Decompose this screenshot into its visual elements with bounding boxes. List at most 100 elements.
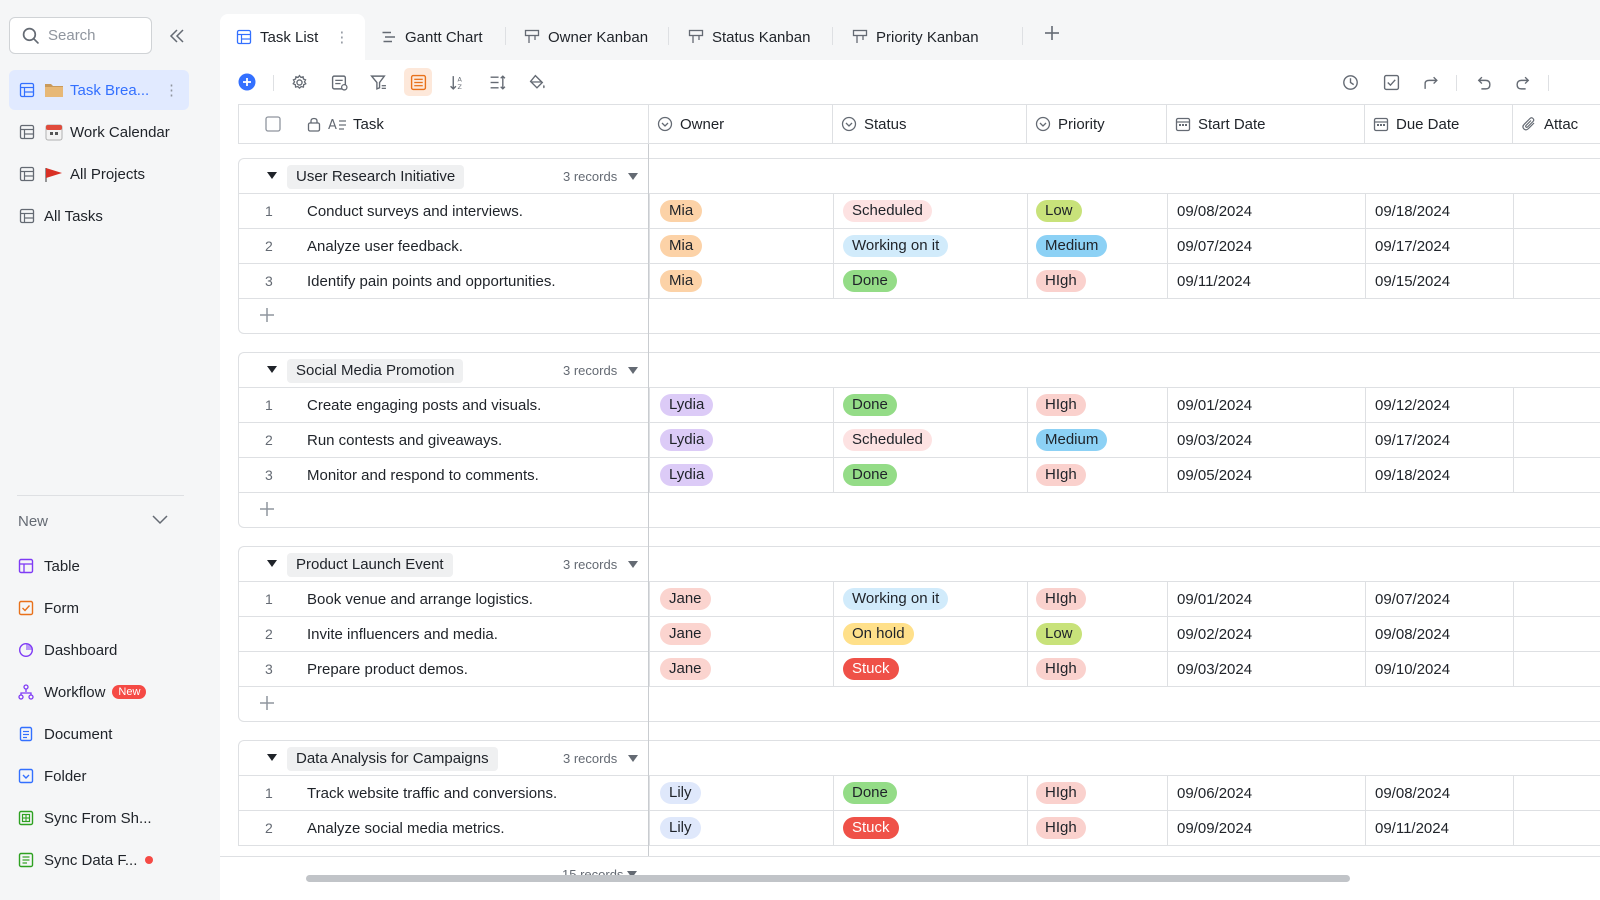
due-date-cell[interactable]: 09/08/2024 <box>1365 617 1513 651</box>
priority-cell[interactable]: HIgh <box>1027 811 1167 845</box>
due-date-cell[interactable]: 09/18/2024 <box>1365 194 1513 228</box>
start-date-cell[interactable]: 09/01/2024 <box>1167 388 1365 422</box>
settings-button[interactable] <box>285 68 313 96</box>
status-cell[interactable]: Done <box>833 388 1027 422</box>
status-cell[interactable]: Scheduled <box>833 423 1027 457</box>
group-header[interactable]: Social Media Promotion 3 records <box>238 352 1600 388</box>
due-date-cell[interactable]: 09/15/2024 <box>1365 264 1513 298</box>
caret-down-icon[interactable] <box>267 172 277 179</box>
priority-cell[interactable]: HIgh <box>1027 582 1167 616</box>
share-button[interactable] <box>1417 68 1445 96</box>
caret-down-icon[interactable] <box>628 367 638 374</box>
priority-cell[interactable]: HIgh <box>1027 458 1167 492</box>
tab-priority-kanban[interactable]: Priority Kanban <box>836 14 995 60</box>
attachment-cell[interactable] <box>1513 776 1600 810</box>
owner-cell[interactable]: Jane <box>649 652 833 686</box>
due-date-cell[interactable]: 09/08/2024 <box>1365 776 1513 810</box>
owner-cell[interactable]: Jane <box>649 582 833 616</box>
task-cell[interactable]: Invite influencers and media. <box>307 625 498 643</box>
row-height-button[interactable] <box>483 68 511 96</box>
task-cell[interactable]: Monitor and respond to comments. <box>307 466 539 484</box>
priority-cell[interactable]: Low <box>1027 617 1167 651</box>
due-date-cell[interactable]: 09/17/2024 <box>1365 229 1513 263</box>
column-header-start-date[interactable]: Start Date <box>1167 105 1365 143</box>
add-record-row[interactable] <box>238 299 1600 334</box>
plus-icon[interactable] <box>259 695 275 711</box>
create-table-item[interactable]: Table <box>18 554 80 578</box>
tab-gantt-chart[interactable]: Gantt Chart <box>365 14 499 60</box>
checklist-button[interactable] <box>1377 68 1405 96</box>
owner-cell[interactable]: Lydia <box>649 458 833 492</box>
priority-cell[interactable]: HIgh <box>1027 264 1167 298</box>
add-record-row[interactable] <box>238 687 1600 722</box>
table-row[interactable]: 3 Identify pain points and opportunities.… <box>238 264 1600 299</box>
add-view-icon[interactable] <box>1043 24 1061 42</box>
table-row[interactable]: 1 Create engaging posts and visuals. Lydia… <box>238 388 1600 423</box>
status-cell[interactable]: Working on it <box>833 229 1027 263</box>
create-dashboard-item[interactable]: Dashboard <box>18 638 117 662</box>
attachment-cell[interactable] <box>1513 811 1600 845</box>
due-date-cell[interactable]: 09/17/2024 <box>1365 423 1513 457</box>
create-sync-sheet-item[interactable]: Sync From Sh... <box>18 806 152 830</box>
task-cell[interactable]: Analyze social media metrics. <box>307 819 505 837</box>
priority-cell[interactable]: Medium <box>1027 423 1167 457</box>
task-cell[interactable]: Prepare product demos. <box>307 660 468 678</box>
create-folder-item[interactable]: Folder <box>18 764 87 788</box>
start-date-cell[interactable]: 09/09/2024 <box>1167 811 1365 845</box>
owner-cell[interactable]: Lydia <box>649 423 833 457</box>
group-header[interactable]: User Research Initiative 3 records <box>238 158 1600 194</box>
attachment-cell[interactable] <box>1513 388 1600 422</box>
priority-cell[interactable]: HIgh <box>1027 388 1167 422</box>
caret-down-icon[interactable] <box>267 366 277 373</box>
column-header-owner[interactable]: Owner <box>649 105 833 143</box>
table-row[interactable]: 1 Track website traffic and conversions. L… <box>238 776 1600 811</box>
start-date-cell[interactable]: 09/07/2024 <box>1167 229 1365 263</box>
create-workflow-item[interactable]: Workflow New <box>18 680 147 704</box>
caret-down-icon[interactable] <box>627 871 637 878</box>
attachment-cell[interactable] <box>1513 617 1600 651</box>
collapse-sidebar-button[interactable] <box>166 25 188 47</box>
status-cell[interactable]: On hold <box>833 617 1027 651</box>
due-date-cell[interactable]: 09/12/2024 <box>1365 388 1513 422</box>
attachment-cell[interactable] <box>1513 194 1600 228</box>
status-cell[interactable]: Scheduled <box>833 194 1027 228</box>
add-record-row[interactable] <box>238 493 1600 528</box>
due-date-cell[interactable]: 09/10/2024 <box>1365 652 1513 686</box>
fields-button[interactable] <box>325 68 353 96</box>
attachment-cell[interactable] <box>1513 423 1600 457</box>
column-header-due-date[interactable]: Due Date <box>1365 105 1513 143</box>
table-row[interactable]: 2 Analyze user feedback. Mia Working on it M… <box>238 229 1600 264</box>
color-button[interactable] <box>523 68 551 96</box>
filter-button[interactable] <box>364 68 392 96</box>
priority-cell[interactable]: Low <box>1027 194 1167 228</box>
attachment-cell[interactable] <box>1513 582 1600 616</box>
attachment-cell[interactable] <box>1513 264 1600 298</box>
priority-cell[interactable]: HIgh <box>1027 776 1167 810</box>
search-input[interactable]: Search <box>9 17 152 54</box>
task-cell[interactable]: Run contests and giveaways. <box>307 431 503 449</box>
caret-down-icon[interactable] <box>267 560 277 567</box>
task-cell[interactable]: Analyze user feedback. <box>307 237 463 255</box>
attachment-cell[interactable] <box>1513 458 1600 492</box>
task-cell[interactable]: Identify pain points and opportunities. <box>307 272 556 290</box>
sidebar-item-task-breakdown[interactable]: Task Brea... ⋮ <box>9 70 189 110</box>
tab-status-kanban[interactable]: Status Kanban <box>672 14 826 60</box>
owner-cell[interactable]: Mia <box>649 264 833 298</box>
history-button[interactable] <box>1336 68 1364 96</box>
column-header-priority[interactable]: Priority <box>1027 105 1167 143</box>
owner-cell[interactable]: Mia <box>649 194 833 228</box>
status-cell[interactable]: Working on it <box>833 582 1027 616</box>
column-header-task[interactable]: A Task <box>299 105 649 143</box>
task-cell[interactable]: Conduct surveys and interviews. <box>307 202 523 220</box>
sidebar-item-work-calendar[interactable]: Work Calendar <box>9 112 189 152</box>
due-date-cell[interactable]: 09/18/2024 <box>1365 458 1513 492</box>
start-date-cell[interactable]: 09/03/2024 <box>1167 652 1365 686</box>
create-form-item[interactable]: Form <box>18 596 79 620</box>
more-vertical-icon[interactable]: ⋮ <box>164 82 179 99</box>
attachment-cell[interactable] <box>1513 652 1600 686</box>
table-row[interactable]: 3 Monitor and respond to comments. Lydia Do… <box>238 458 1600 493</box>
table-row[interactable]: 2 Run contests and giveaways. Lydia Schedul… <box>238 423 1600 458</box>
table-row[interactable]: 2 Analyze social media metrics. Lily Stuck H… <box>238 811 1600 846</box>
column-header-status[interactable]: Status <box>833 105 1027 143</box>
